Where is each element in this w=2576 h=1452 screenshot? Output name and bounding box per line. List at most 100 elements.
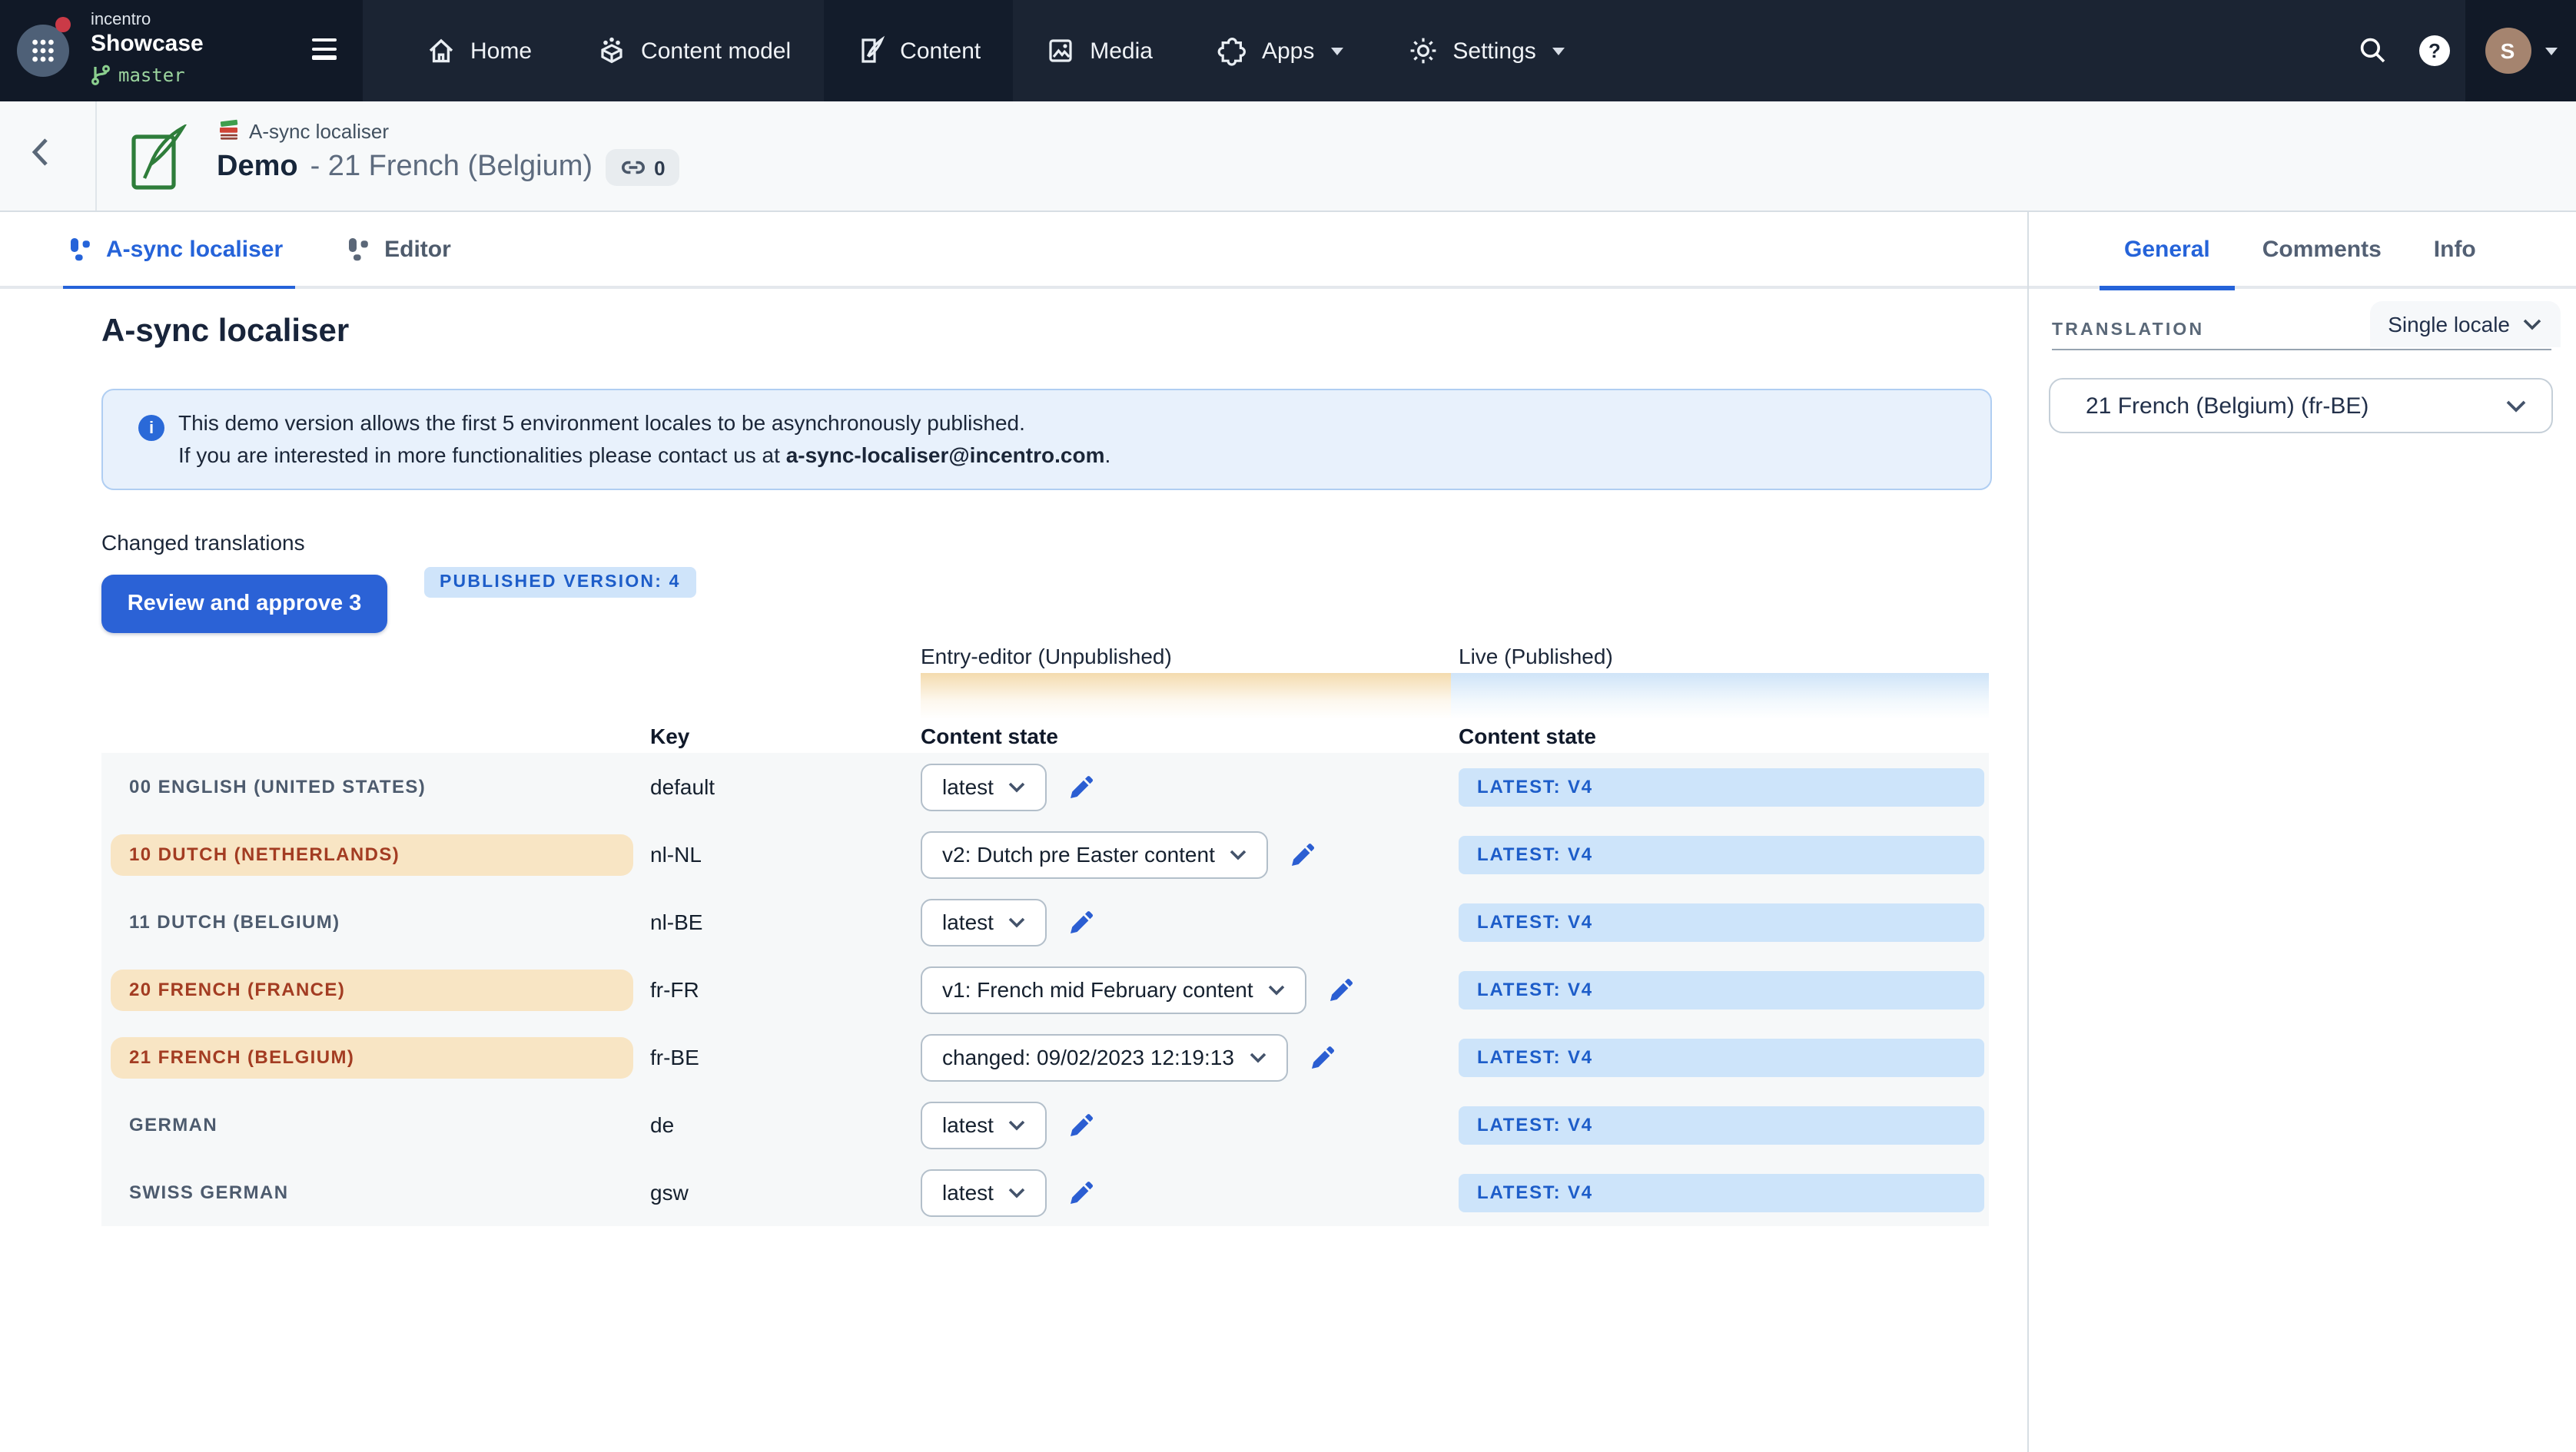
locale-pill: SWISS GERMAN bbox=[111, 1172, 633, 1213]
environment-row[interactable]: master bbox=[91, 65, 185, 86]
account-menu[interactable]: S bbox=[2465, 0, 2576, 101]
chevron-down-icon bbox=[1009, 781, 1026, 792]
nav-item-content-model[interactable]: Content model bbox=[564, 0, 823, 101]
search-button[interactable] bbox=[2342, 0, 2404, 101]
sidebar-tab-info[interactable]: Info bbox=[2433, 236, 2476, 262]
content-state-dropdown[interactable]: latest bbox=[921, 898, 1047, 946]
nav-item-home[interactable]: Home bbox=[393, 0, 564, 101]
chevron-down-icon bbox=[1552, 47, 1565, 55]
content-state-dropdown[interactable]: latest bbox=[921, 1101, 1047, 1149]
notification-dot bbox=[55, 17, 71, 32]
chevron-down-icon bbox=[1250, 1052, 1266, 1062]
locale-cell: 20 FRENCH (FRANCE) bbox=[101, 969, 650, 1010]
state-cell: v1: French mid February content bbox=[921, 966, 1459, 1013]
nav-label: Media bbox=[1090, 38, 1153, 64]
edit-pencil-button[interactable] bbox=[1069, 774, 1095, 800]
edit-pencil-button[interactable] bbox=[1069, 1112, 1095, 1138]
state-cell: latest bbox=[921, 763, 1459, 811]
edit-pencil-button[interactable] bbox=[1069, 909, 1095, 935]
locale-select[interactable]: 21 French (Belgium) (fr-BE) bbox=[2049, 378, 2553, 433]
content-state-dropdown[interactable]: changed: 09/02/2023 12:19:13 bbox=[921, 1033, 1288, 1081]
search-icon bbox=[2360, 38, 2385, 63]
back-button[interactable] bbox=[28, 135, 71, 178]
info-line1: This demo version allows the first 5 env… bbox=[178, 410, 1025, 435]
edit-pencil-button[interactable] bbox=[1069, 1179, 1095, 1205]
locale-cell: GERMAN bbox=[101, 1104, 650, 1145]
live-cell: LATEST: V4 bbox=[1459, 835, 1989, 874]
nav-item-media[interactable]: Media bbox=[1013, 0, 1185, 101]
info-note: i This demo version allows the first 5 e… bbox=[101, 389, 1992, 490]
nav-right: ? S bbox=[2342, 0, 2576, 101]
links-count: 0 bbox=[654, 156, 666, 179]
live-cell: LATEST: V4 bbox=[1459, 1173, 1989, 1212]
translation-mode-button[interactable]: Single locale bbox=[2369, 301, 2561, 347]
edit-pencil-button[interactable] bbox=[1329, 976, 1355, 1003]
locale-label: GERMAN bbox=[129, 1114, 218, 1135]
tab-a-sync-localiser[interactable]: A-sync localiser bbox=[62, 211, 296, 290]
apps-icon bbox=[1217, 37, 1246, 66]
edit-pencil-button[interactable] bbox=[1290, 841, 1316, 867]
nav-item-settings[interactable]: Settings bbox=[1376, 0, 1597, 101]
entry-type-icon bbox=[129, 124, 191, 192]
help-button[interactable]: ? bbox=[2404, 0, 2465, 101]
state-cell: changed: 09/02/2023 12:19:13 bbox=[921, 1033, 1459, 1081]
live-state-badge-label: LATEST: V4 bbox=[1477, 911, 1593, 933]
menu-icon[interactable] bbox=[312, 38, 340, 63]
key-column-header: Key bbox=[650, 724, 690, 748]
org-logo[interactable] bbox=[17, 25, 69, 77]
avatar: S bbox=[2485, 28, 2531, 74]
locale-label: 20 FRENCH (FRANCE) bbox=[129, 979, 346, 1000]
edit-pencil-button[interactable] bbox=[1310, 1044, 1336, 1070]
links-badge[interactable]: 0 bbox=[605, 149, 679, 186]
table-row: 11 DUTCH (BELGIUM) nl-BE latest LATEST: … bbox=[101, 888, 1989, 956]
content-state-dropdown[interactable]: latest bbox=[921, 1169, 1047, 1216]
state-dropdown-label: latest bbox=[942, 774, 994, 799]
locale-pill: GERMAN bbox=[111, 1104, 633, 1145]
space-name[interactable]: Showcase bbox=[91, 31, 204, 57]
entry-header: A-sync localiser Demo - 21 French (Belgi… bbox=[0, 101, 2576, 261]
locale-label: 11 DUTCH (BELGIUM) bbox=[129, 911, 340, 933]
key-cell: default bbox=[650, 774, 715, 799]
info-icon: i bbox=[138, 415, 164, 441]
chevron-down-icon bbox=[1009, 1119, 1026, 1130]
locale-label: 10 DUTCH (NETHERLANDS) bbox=[129, 844, 400, 865]
entry-editor-column-label: Entry-editor (Unpublished) bbox=[921, 644, 1172, 668]
locale-select-value: 21 French (Belgium) (fr-BE) bbox=[2086, 393, 2369, 419]
translation-section-label: TRANSLATION bbox=[2052, 321, 2205, 340]
page-title: A-sync localiser bbox=[101, 313, 350, 349]
locale-pill: 21 FRENCH (BELGIUM) bbox=[111, 1036, 633, 1078]
space-section: incentro Showcase master bbox=[0, 0, 363, 101]
live-state-badge: LATEST: V4 bbox=[1459, 1038, 1984, 1076]
nav-item-content[interactable]: Content bbox=[823, 0, 1014, 101]
live-state-badge-label: LATEST: V4 bbox=[1477, 1114, 1593, 1135]
content-state-dropdown[interactable]: v1: French mid February content bbox=[921, 966, 1307, 1013]
state-cell: latest bbox=[921, 1169, 1459, 1216]
sidebar-tab-comments[interactable]: Comments bbox=[2262, 236, 2382, 262]
content-type-row: A-sync localiser bbox=[218, 118, 389, 143]
live-cell: LATEST: V4 bbox=[1459, 767, 1989, 806]
content-state-dropdown[interactable]: latest bbox=[921, 763, 1047, 811]
locale-cell: 11 DUTCH (BELGIUM) bbox=[101, 901, 650, 943]
live-state-badge-label: LATEST: V4 bbox=[1477, 844, 1593, 865]
review-approve-button[interactable]: Review and approve 3 bbox=[101, 575, 387, 633]
back-chevron-icon bbox=[32, 138, 48, 166]
content-state-header-live: Content state bbox=[1459, 724, 1596, 748]
sidebar-tab-general[interactable]: General bbox=[2100, 211, 2235, 290]
content-state-dropdown[interactable]: v2: Dutch pre Easter content bbox=[921, 830, 1269, 878]
entry-title-row: Demo - 21 French (Belgium) 0 bbox=[217, 149, 679, 186]
locale-pill: 00 ENGLISH (UNITED STATES) bbox=[111, 766, 633, 807]
content-model-icon bbox=[601, 37, 622, 64]
locale-pill: 10 DUTCH (NETHERLANDS) bbox=[111, 834, 633, 875]
books-icon bbox=[220, 119, 238, 140]
nav-item-apps[interactable]: Apps bbox=[1185, 0, 1376, 101]
svg-text:?: ? bbox=[2428, 39, 2441, 62]
content-icon bbox=[861, 35, 885, 63]
branch-icon bbox=[91, 65, 111, 86]
tab-editor[interactable]: Editor bbox=[347, 211, 457, 287]
table-row: 20 FRENCH (FRANCE) fr-FR v1: French mid … bbox=[101, 956, 1989, 1023]
locale-label: 21 FRENCH (BELGIUM) bbox=[129, 1046, 355, 1068]
live-state-badge: LATEST: V4 bbox=[1459, 1173, 1984, 1212]
divider bbox=[2052, 349, 2551, 350]
help-icon: ? bbox=[2419, 35, 2450, 66]
